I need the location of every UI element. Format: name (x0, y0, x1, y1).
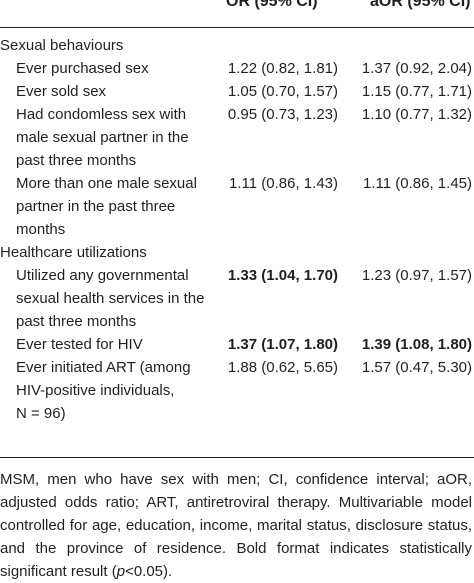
row-label-line: male sexual partner in the (16, 129, 189, 146)
footnote-text-end: <0.05). (125, 563, 173, 580)
aor-value: 1.23 (0.97, 1.57) (361, 267, 472, 284)
table-row: Ever purchased sex 1.22 (0.82, 1.81) 1.37 … (0, 57, 474, 80)
header-or: OR (95% CI) (226, 0, 318, 10)
row-label-line: HIV-positive individuals, (16, 382, 175, 399)
table-row: Ever sold sex 1.05 (0.70, 1.57) 1.15 (0.77… (0, 80, 474, 103)
table-row: Ever tested for HIV 1.37 (1.07, 1.80) 1.39… (0, 333, 474, 356)
section-header: Sexual behaviours (0, 34, 474, 57)
table-row: Utilized any governmental sexual health s… (0, 264, 474, 333)
row-label: Ever purchased sex (16, 57, 149, 80)
row-label-line: Ever initiated ART (among (16, 359, 191, 376)
row-label-line: N = 96) (16, 405, 66, 422)
row-label: Ever tested for HIV (16, 333, 143, 356)
footer-rule (0, 457, 474, 458)
footnote: MSM, men who have sex with men; CI, conf… (0, 468, 472, 583)
row-label: Ever sold sex (16, 80, 106, 103)
table-row: Had condomless sex with male sexual partn… (0, 103, 474, 172)
aor-value: 1.57 (0.47, 5.30) (361, 359, 472, 376)
or-value: 1.05 (0.70, 1.57) (227, 83, 338, 100)
row-label-line: Healthcare utilizations (0, 244, 147, 261)
section-label: Healthcare utilizations (0, 241, 147, 264)
footnote-text: MSM, men who have sex with men; CI, conf… (0, 471, 472, 580)
row-label-line: past three months (16, 313, 137, 330)
or-value: 1.37 (1.07, 1.80) (227, 336, 338, 353)
row-label-line: months (16, 221, 66, 238)
header-aor: aOR (95% CI) (370, 0, 471, 10)
row-label: Had condomless sex with male sexual partn… (16, 103, 189, 172)
table-row: More than one male sexual partner in the … (0, 172, 474, 241)
row-label-line: Ever purchased sex (16, 60, 149, 77)
row-label-line: sexual health services in the (16, 290, 205, 307)
section-header: Healthcare utilizations (0, 241, 474, 264)
row-label-line: Ever sold sex (16, 83, 107, 100)
row-label-line: More than one male sexual (16, 175, 197, 192)
or-value: 1.88 (0.62, 5.65) (227, 359, 338, 376)
aor-value: 1.39 (1.08, 1.80) (361, 336, 472, 353)
row-label: More than one male sexual partner in the … (16, 172, 197, 241)
table-row: Ever initiated ART (among HIV-positive in… (0, 356, 474, 425)
aor-value: 1.37 (0.92, 2.04) (361, 60, 472, 77)
aor-value: 1.15 (0.77, 1.71) (361, 83, 472, 100)
row-label-line: Sexual behaviours (0, 37, 124, 54)
row-label-line: past three months (16, 152, 137, 169)
section-label: Sexual behaviours (0, 34, 123, 57)
aor-value: 1.10 (0.77, 1.32) (361, 106, 472, 123)
or-value: 1.11 (0.86, 1.43) (229, 175, 338, 192)
row-label-line: partner in the past three (16, 198, 176, 215)
row-label: Utilized any governmental sexual health s… (16, 264, 204, 333)
row-label: Ever initiated ART (among HIV-positive in… (16, 356, 191, 425)
row-label-line: Utilized any governmental (16, 267, 189, 284)
footnote-p-italic: p (116, 563, 126, 580)
header-rule (0, 27, 474, 28)
row-label-line: Had condomless sex with (16, 106, 187, 123)
or-value: 1.22 (0.82, 1.81) (227, 60, 338, 77)
or-value: 0.95 (0.73, 1.23) (227, 106, 338, 123)
aor-value: 1.11 (0.86, 1.45) (363, 175, 472, 192)
row-label-line: Ever tested for HIV (16, 336, 143, 353)
or-value: 1.33 (1.04, 1.70) (227, 267, 338, 284)
